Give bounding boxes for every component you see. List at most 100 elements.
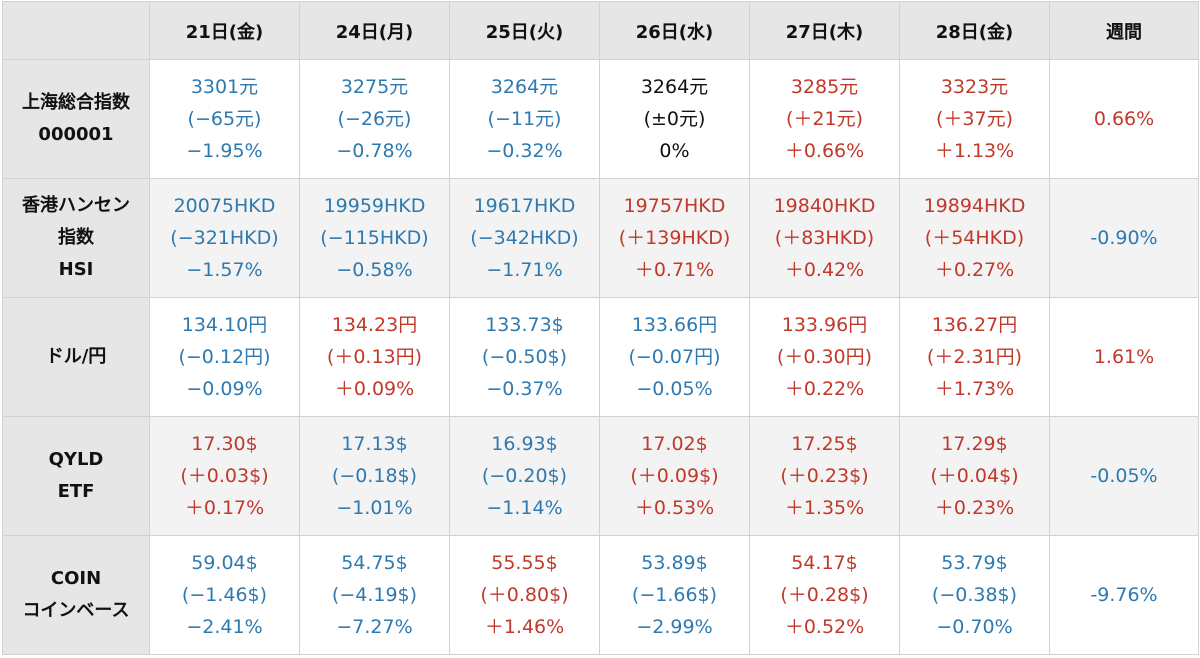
day-cell: 133.66円 (−0.07円) −0.05% [599,297,750,417]
day-cell: 54.17$ (＋0.28$) ＋0.52% [749,535,900,655]
price-value: 3275元 [340,76,409,98]
table-body: 上海総合指数 000001 3301元 (−65元) −1.95% 3275元 (−26元)… [2,59,1199,655]
day-cell: 19757HKD (＋139HKD) ＋0.71% [599,178,750,298]
percent-change: −0.78% [336,140,413,162]
percent-change: −0.05% [636,378,713,400]
day-cell: 19617HKD (−342HKD) −1.71% [449,178,600,298]
header-day-26: 26日(水) [599,1,750,60]
table-row-usd-jpy: ドル/円 134.10円 (−0.12円) −0.09% 134.23円 (＋0.13円)… [2,297,1199,417]
price-value: 17.13$ [341,433,408,455]
header-day-28: 28日(金) [899,1,1050,60]
percent-change: −1.57% [186,259,263,281]
percent-change: ＋1.73% [934,378,1015,400]
price-value: 19959HKD [323,195,426,217]
change-value: (−26元) [337,108,412,130]
price-value: 133.73$ [485,314,564,336]
percent-change: −0.58% [336,259,413,281]
percent-change: −0.32% [486,140,563,162]
change-value: (−0.07円) [628,346,721,368]
change-value: (−1.66$) [631,584,718,606]
price-value: 54.17$ [791,552,858,574]
change-value: (＋0.30円) [776,346,873,368]
change-value: (＋0.80$) [480,584,569,606]
price-value: 53.79$ [941,552,1008,574]
change-value: (−342HKD) [470,227,579,249]
change-value: (−115HKD) [320,227,429,249]
header-day-27: 27日(木) [749,1,900,60]
price-value: 17.25$ [791,433,858,455]
header-corner [2,1,150,60]
day-cell: 53.79$ (−0.38$) −0.70% [899,535,1050,655]
weekly-change: -9.76% [1049,535,1199,655]
percent-change: ＋0.27% [934,259,1015,281]
change-value: (＋0.09$) [630,465,719,487]
percent-change: ＋0.53% [634,497,715,519]
day-cell: 134.23円 (＋0.13円) ＋0.09% [299,297,450,417]
price-value: 3264元 [640,76,709,98]
row-label-line: HSI [58,259,94,280]
day-cell: 20075HKD (−321HKD) −1.57% [149,178,300,298]
row-label: QYLD ETF [2,416,150,536]
price-value: 20075HKD [173,195,276,217]
day-cell: 19959HKD (−115HKD) −0.58% [299,178,450,298]
percent-change: ＋0.17% [184,497,265,519]
day-cell: 53.89$ (−1.66$) −2.99% [599,535,750,655]
price-value: 19840HKD [773,195,876,217]
day-cell: 3275元 (−26元) −0.78% [299,59,450,179]
percent-change: ＋0.42% [784,259,865,281]
day-cell: 3301元 (−65元) −1.95% [149,59,300,179]
row-label-line: 香港ハンセン [22,195,130,216]
change-value: (＋0.13円) [326,346,423,368]
change-value: (＋139HKD) [618,227,731,249]
weekly-change: -0.90% [1049,178,1199,298]
day-cell: 59.04$ (−1.46$) −2.41% [149,535,300,655]
price-value: 134.23円 [331,314,418,336]
price-value: 133.96円 [781,314,868,336]
change-value: (＋0.23$) [780,465,869,487]
day-cell: 17.13$ (−0.18$) −1.01% [299,416,450,536]
percent-change: −1.14% [486,497,563,519]
row-label-line: COIN [50,568,102,589]
header-weekly: 週間 [1049,1,1199,60]
weekly-change: 1.61% [1049,297,1199,417]
percent-change: −2.41% [186,616,263,638]
table-row-qyld-etf: QYLD ETF 17.30$ (＋0.03$) ＋0.17% 17.13$ (−0.18$… [2,416,1199,536]
change-value: (±0元) [643,108,706,130]
day-cell: 17.25$ (＋0.23$) ＋1.35% [749,416,900,536]
change-value: (＋37元) [935,108,1013,130]
row-label-line: 指数 [58,227,94,248]
percent-change: 0% [659,140,690,162]
day-cell: 17.29$ (＋0.04$) ＋0.23% [899,416,1050,536]
day-cell: 3264元 (±0元) 0% [599,59,750,179]
table-header: 21日(金) 24日(月) 25日(火) 26日(水) 27日(木) 28日(金… [2,1,1199,60]
table-row-hang-seng: 香港ハンセン 指数 HSI 20075HKD (−321HKD) −1.57% 19959H… [2,178,1199,298]
percent-change: ＋0.09% [334,378,415,400]
price-value: 17.29$ [941,433,1008,455]
percent-change: −1.01% [336,497,413,519]
change-value: (＋83HKD) [774,227,875,249]
price-value: 19617HKD [473,195,576,217]
header-day-21: 21日(金) [149,1,300,60]
change-value: (−321HKD) [170,227,279,249]
change-value: (−0.50$) [481,346,568,368]
price-value: 16.93$ [491,433,558,455]
change-value: (＋21元) [785,108,863,130]
price-value: 19757HKD [623,195,726,217]
price-value: 19894HKD [923,195,1026,217]
change-value: (−4.19$) [331,584,418,606]
price-value: 59.04$ [191,552,258,574]
row-label-line: 上海総合指数 [22,92,130,113]
change-value: (−65元) [187,108,262,130]
percent-change: −7.27% [336,616,413,638]
header-row: 21日(金) 24日(月) 25日(火) 26日(水) 27日(木) 28日(金… [2,1,1199,60]
percent-change: −2.99% [636,616,713,638]
row-label: 上海総合指数 000001 [2,59,150,179]
day-cell: 19894HKD (＋54HKD) ＋0.27% [899,178,1050,298]
day-cell: 3264元 (−11元) −0.32% [449,59,600,179]
percent-change: −0.09% [186,378,263,400]
price-value: 17.30$ [191,433,258,455]
weekly-change: -0.05% [1049,416,1199,536]
change-value: (−0.18$) [331,465,418,487]
percent-change: ＋0.23% [934,497,1015,519]
